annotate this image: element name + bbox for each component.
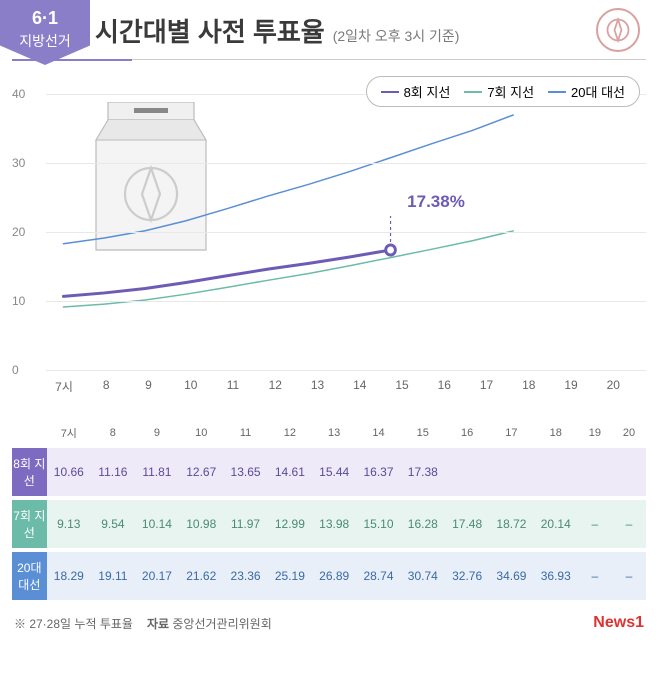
legend-item: 7회 지선 — [464, 82, 534, 101]
footer: ※ 27·28일 누적 투표율 자료 중앙선거관리위원회 News1 — [14, 614, 644, 632]
plot-area: 17.38% — [46, 80, 646, 370]
legend: 8회 지선 7회 지선 20대 대선 — [366, 76, 640, 107]
x-tick: 20 — [607, 378, 620, 392]
legend-item: 20대 대선 — [548, 82, 625, 101]
y-tick: 20 — [12, 225, 25, 239]
gridline — [46, 163, 646, 164]
y-tick: 30 — [12, 156, 25, 170]
x-tick: 10 — [184, 378, 197, 392]
gridline — [46, 301, 646, 302]
chart: 8회 지선 7회 지선 20대 대선 0 10 20 30 40 17.38% 7시 8 9 10… — [12, 80, 646, 410]
page-title: 시간대별 사전 투표율 — [95, 12, 325, 49]
gridline — [46, 370, 646, 371]
y-axis: 010203040 — [12, 80, 40, 370]
x-tick: 17 — [480, 378, 493, 392]
y-tick: 40 — [12, 87, 25, 101]
table-row: 7회 지선9.139.5410.1410.9811.9712.9913.9815… — [12, 500, 646, 548]
y-tick: 0 — [12, 363, 19, 377]
table-header-row: 7시891011121314151617181920 — [12, 418, 646, 448]
chart-lines — [46, 80, 646, 370]
election-badge: 6·1 지방선거 — [0, 0, 90, 65]
x-tick: 11 — [227, 378, 239, 392]
badge-line1: 6·1 — [16, 8, 74, 29]
x-tick: 12 — [269, 378, 282, 392]
badge-line2: 지방선거 — [16, 31, 74, 51]
x-tick: 15 — [395, 378, 408, 392]
x-tick: 18 — [522, 378, 535, 392]
table-row: 20대 대선18.2919.1120.1721.6223.3625.1926.8… — [12, 552, 646, 600]
x-tick: 9 — [145, 378, 152, 392]
source: 자료 중앙선거관리위원회 — [147, 615, 272, 632]
footnote: ※ 27·28일 누적 투표율 — [14, 615, 133, 632]
table-body: 8회 지선10.6611.1611.8112.6713.6514.6115.44… — [12, 448, 646, 600]
x-tick: 19 — [564, 378, 577, 392]
x-tick: 13 — [311, 378, 324, 392]
x-tick: 16 — [438, 378, 451, 392]
x-tick: 14 — [353, 378, 366, 392]
divider — [12, 59, 646, 60]
x-axis: 7시 8 9 10 11 12 13 14 15 16 17 18 19 20 — [46, 378, 646, 398]
x-tick: 8 — [103, 378, 110, 392]
vote-stamp-icon — [596, 8, 640, 52]
title-bar: 시간대별 사전 투표율 (2일차 오후 3시 기준) — [95, 0, 658, 49]
y-tick: 10 — [12, 294, 25, 308]
x-tick: 7시 — [55, 378, 73, 395]
legend-item: 8회 지선 — [381, 82, 451, 101]
page-subtitle: (2일차 오후 3시 기준) — [333, 26, 460, 46]
table-row: 8회 지선10.6611.1611.8112.6713.6514.6115.44… — [12, 448, 646, 496]
highlight-label: 17.38% — [407, 192, 465, 212]
gridline — [46, 232, 646, 233]
data-table: 7시891011121314151617181920 8회 지선10.6611.… — [12, 418, 646, 600]
news1-logo: News1 — [593, 614, 644, 632]
